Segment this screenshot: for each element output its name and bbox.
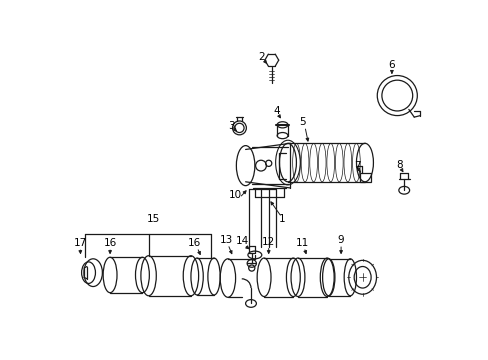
Bar <box>360 172 370 182</box>
Text: 3: 3 <box>227 121 234 131</box>
Text: 7: 7 <box>353 161 360 171</box>
Text: 13: 13 <box>219 235 232 245</box>
Text: 6: 6 <box>388 60 394 70</box>
Text: 10: 10 <box>228 190 242 200</box>
Text: 14: 14 <box>235 236 249 246</box>
Text: 17: 17 <box>73 238 86 248</box>
Text: 16: 16 <box>188 238 201 248</box>
Text: 15: 15 <box>146 214 160 224</box>
Text: 11: 11 <box>295 238 308 248</box>
Text: 9: 9 <box>337 235 344 245</box>
Text: 2: 2 <box>258 52 264 62</box>
Text: 12: 12 <box>262 237 275 247</box>
Text: 16: 16 <box>103 238 117 248</box>
Text: 1: 1 <box>278 214 285 224</box>
Text: 8: 8 <box>395 160 402 170</box>
Text: 5: 5 <box>299 117 305 127</box>
Text: 4: 4 <box>272 106 279 116</box>
